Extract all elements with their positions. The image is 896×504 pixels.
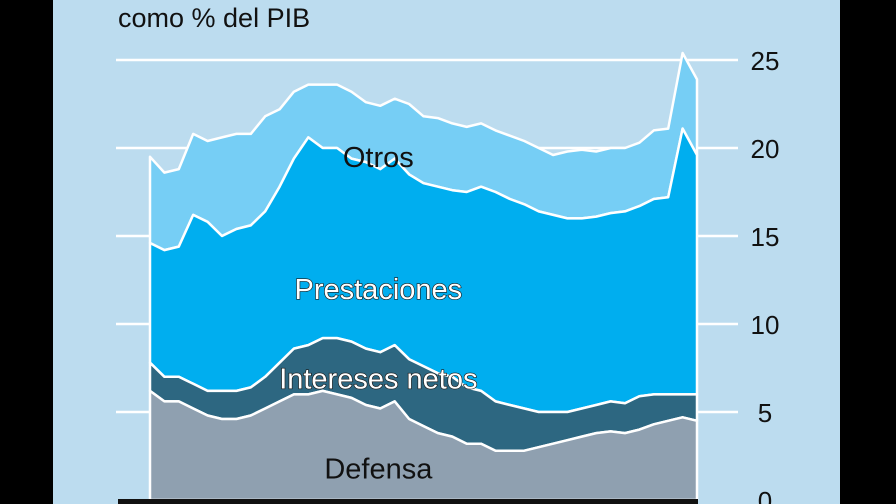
y-tick-label: 25 [751,46,780,76]
area-labels: Defensa Intereses netos Prestaciones Otros [279,142,479,486]
baseline [118,499,698,504]
label-prestaciones: Prestaciones [295,274,463,306]
y-tick-label: 5 [758,398,772,428]
y-axis-ticks: 0 5 10 15 20 25 [751,46,780,504]
stacked-areas [148,51,699,502]
y-tick-label: 20 [751,134,780,164]
label-defensa: Defensa [324,453,433,485]
chart-subtitle: como % del PIB [118,3,310,33]
label-otros: Otros [343,142,414,174]
label-intereses-netos: Intereses netos [279,364,477,396]
y-tick-label: 10 [751,310,780,340]
y-tick-label: 15 [751,222,780,252]
y-tick-label: 0 [758,486,772,504]
